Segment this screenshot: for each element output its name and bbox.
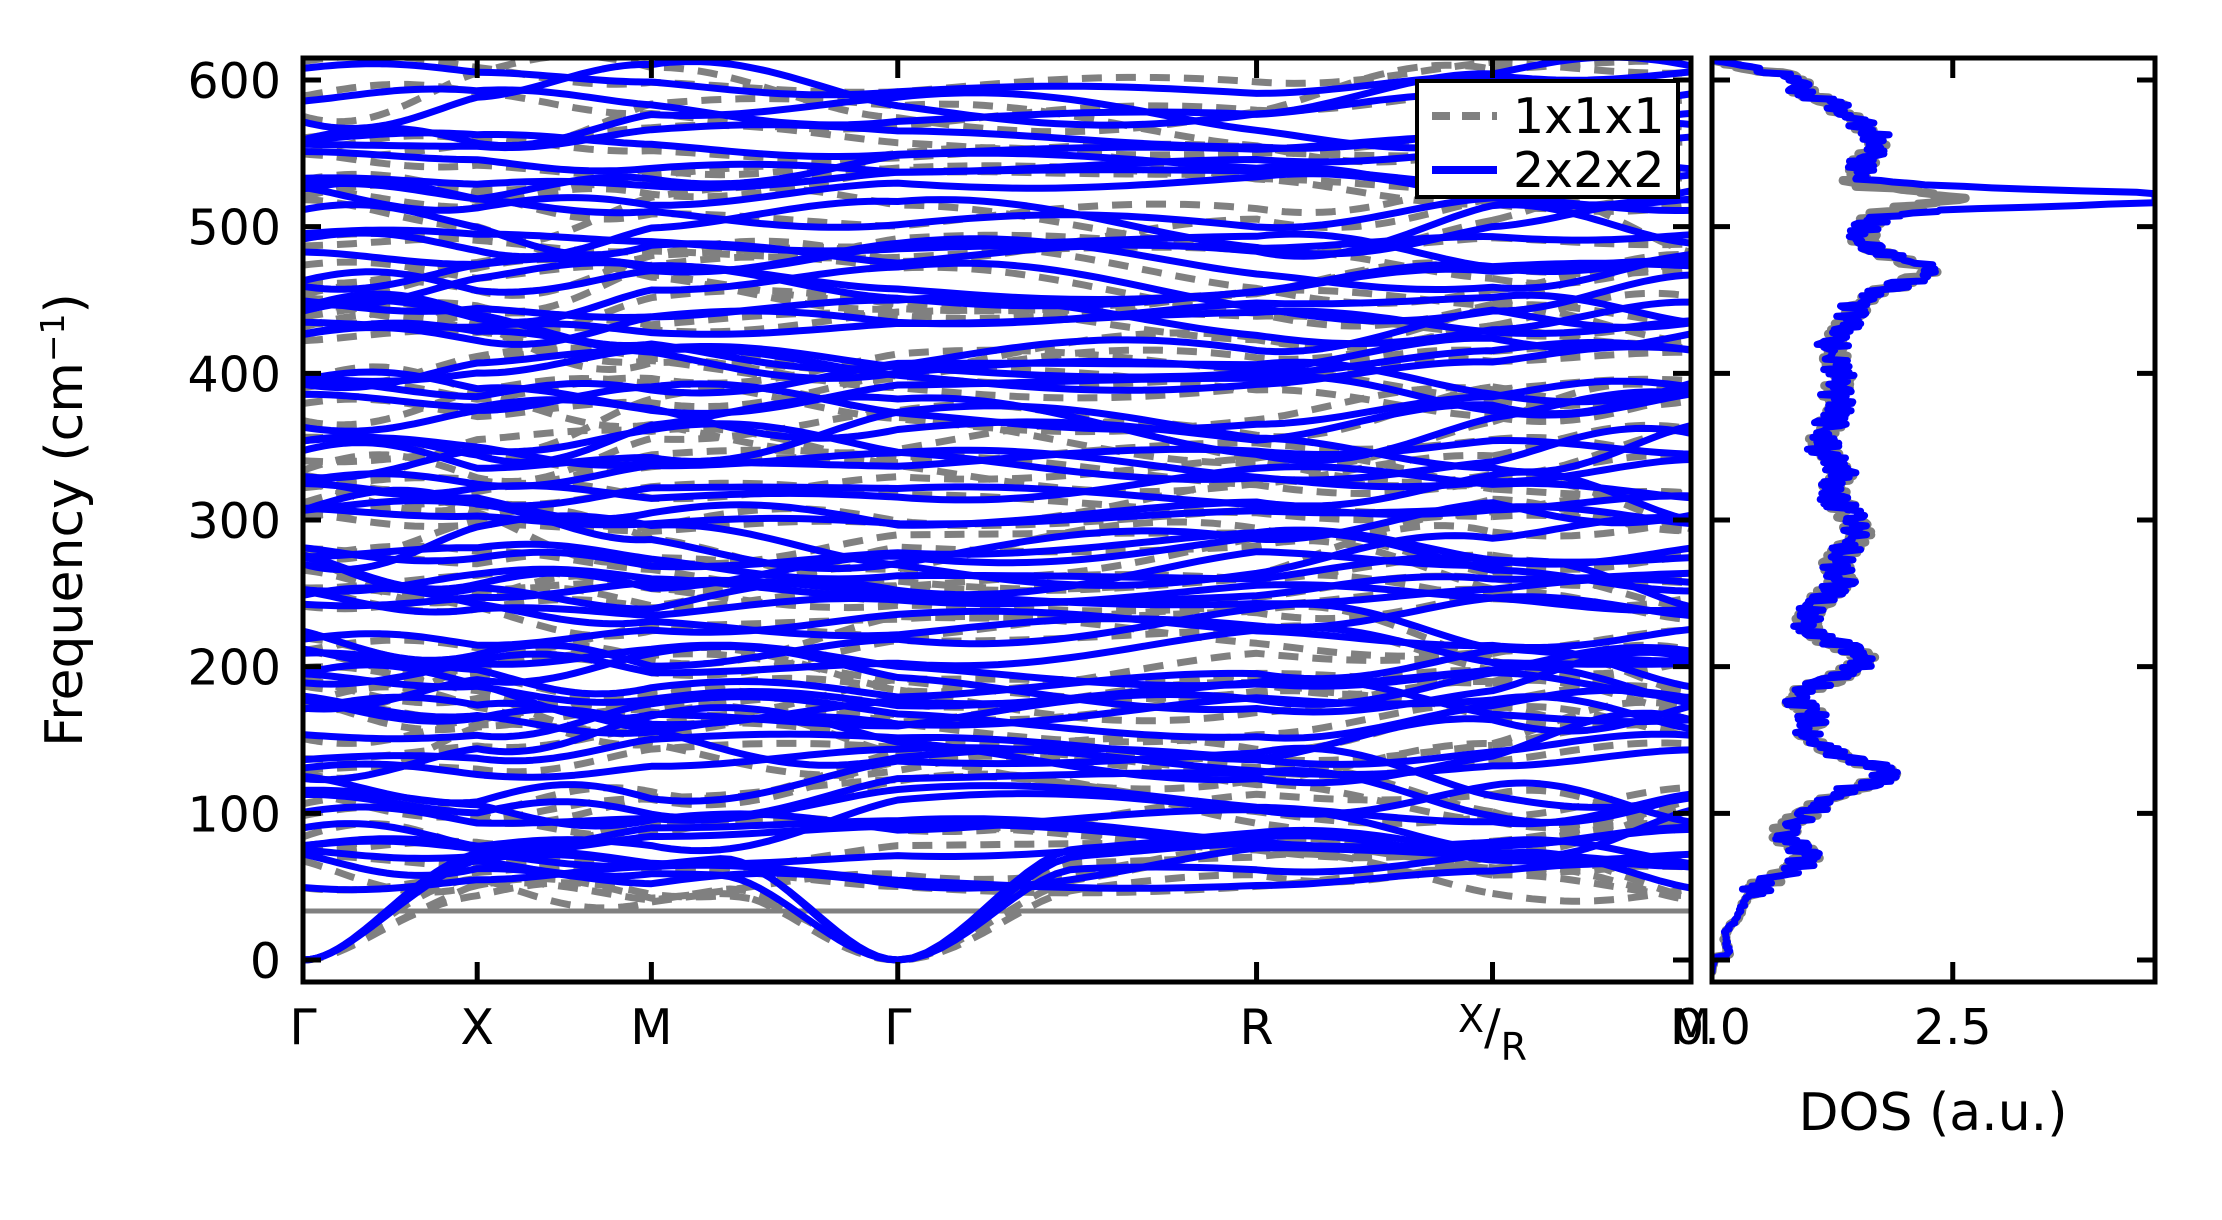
band-line-2x2x2	[303, 226, 1691, 255]
band-line-1x1x1	[303, 366, 1691, 425]
band-y-tick-label: 200	[187, 640, 281, 697]
band-x-tick-label: M	[630, 999, 672, 1056]
band-line-2x2x2	[303, 373, 1691, 419]
band-line-2x2x2	[303, 643, 1691, 716]
band-x-tick-label: Γ	[289, 999, 317, 1056]
band-y-tick-label: 500	[187, 200, 281, 257]
band-line-2x2x2	[303, 744, 1691, 781]
band-line-2x2x2	[303, 201, 1691, 267]
band-group-2x2x2	[303, 58, 1691, 964]
band-line-2x2x2-acoustic	[303, 826, 1691, 964]
legend-frame	[1415, 79, 1680, 199]
dos-x-tick-label: 2.5	[1914, 999, 1992, 1056]
band-line-2x2x2	[303, 782, 1691, 828]
band-line-2x2x2	[303, 259, 1691, 326]
band-line-2x2x2	[303, 420, 1691, 484]
band-x-tick-label: X	[460, 999, 494, 1056]
band-y-tick-label: 100	[187, 786, 281, 843]
band-line-2x2x2	[303, 483, 1691, 518]
band-line-2x2x2	[303, 607, 1691, 651]
legend-label-2x2x2: 2x2x2	[1513, 142, 1665, 199]
band-x-tick-label: Γ	[884, 999, 912, 1056]
band-line-2x2x2	[303, 368, 1691, 444]
dos-panel: 0.0 2.5 DOS (a.u.)	[1673, 55, 2158, 1143]
band-line-2x2x2	[303, 744, 1691, 811]
band-line-1x1x1	[303, 375, 1691, 436]
band-line-2x2x2	[303, 704, 1691, 787]
band-line-2x2x2	[303, 686, 1691, 743]
band-y-tick-label: 600	[187, 53, 281, 110]
legend-label-1x1x1: 1x1x1	[1513, 88, 1665, 145]
band-y-tick-label: 0	[250, 933, 281, 990]
band-line-2x2x2	[303, 319, 1691, 382]
band-line-2x2x2	[303, 860, 1691, 894]
band-line-2x2x2	[303, 529, 1691, 595]
band-x-tick-label: M	[1670, 999, 1712, 1056]
band-line-2x2x2	[303, 196, 1691, 261]
band-x-tick-label: X/R	[1458, 997, 1527, 1069]
band-y-axis-label: Frequency (cm−1)	[33, 293, 95, 747]
band-line-2x2x2	[303, 548, 1691, 613]
band-x-ticks	[300, 58, 1694, 982]
band-line-2x2x2	[303, 291, 1691, 328]
dos-curves	[1712, 58, 2155, 977]
dos-y-ticks	[1712, 77, 2155, 963]
band-structure-panel: 0 100 200 300 400 500 600 Γ X M Γ R X/R M Frequency …	[33, 53, 1712, 1069]
dos-x-axis-label: DOS (a.u.)	[1799, 1083, 2068, 1143]
band-line-2x2x2	[303, 767, 1691, 826]
band-line-2x2x2	[303, 581, 1691, 620]
band-x-tick-label: R	[1240, 999, 1274, 1056]
band-line-2x2x2	[303, 730, 1691, 768]
band-line-1x1x1	[303, 58, 1691, 96]
legend: 1x1x1 2x2x2	[1415, 79, 1680, 199]
dos-curve-2x2x2	[1712, 58, 2155, 976]
band-line-1x1x1-acoustic	[303, 850, 1691, 964]
dos-x-tick-labels: 0.0 2.5	[1673, 999, 1992, 1056]
band-line-2x2x2	[303, 575, 1691, 610]
band-line-2x2x2	[303, 623, 1691, 677]
band-line-2x2x2	[303, 468, 1691, 529]
band-y-ticks: 0 100 200 300 400 500 600	[187, 53, 1691, 990]
band-y-tick-label: 300	[187, 493, 281, 550]
band-x-tick-labels: Γ X M Γ R X/R M	[289, 997, 1712, 1069]
band-line-2x2x2	[303, 693, 1691, 769]
band-line-2x2x2	[303, 388, 1691, 466]
band-y-tick-label: 400	[187, 346, 281, 403]
dos-x-tick-label: 0.0	[1673, 999, 1751, 1056]
dos-x-ticks	[1709, 58, 1956, 982]
band-line-1x1x1-acoustic	[303, 850, 1691, 964]
